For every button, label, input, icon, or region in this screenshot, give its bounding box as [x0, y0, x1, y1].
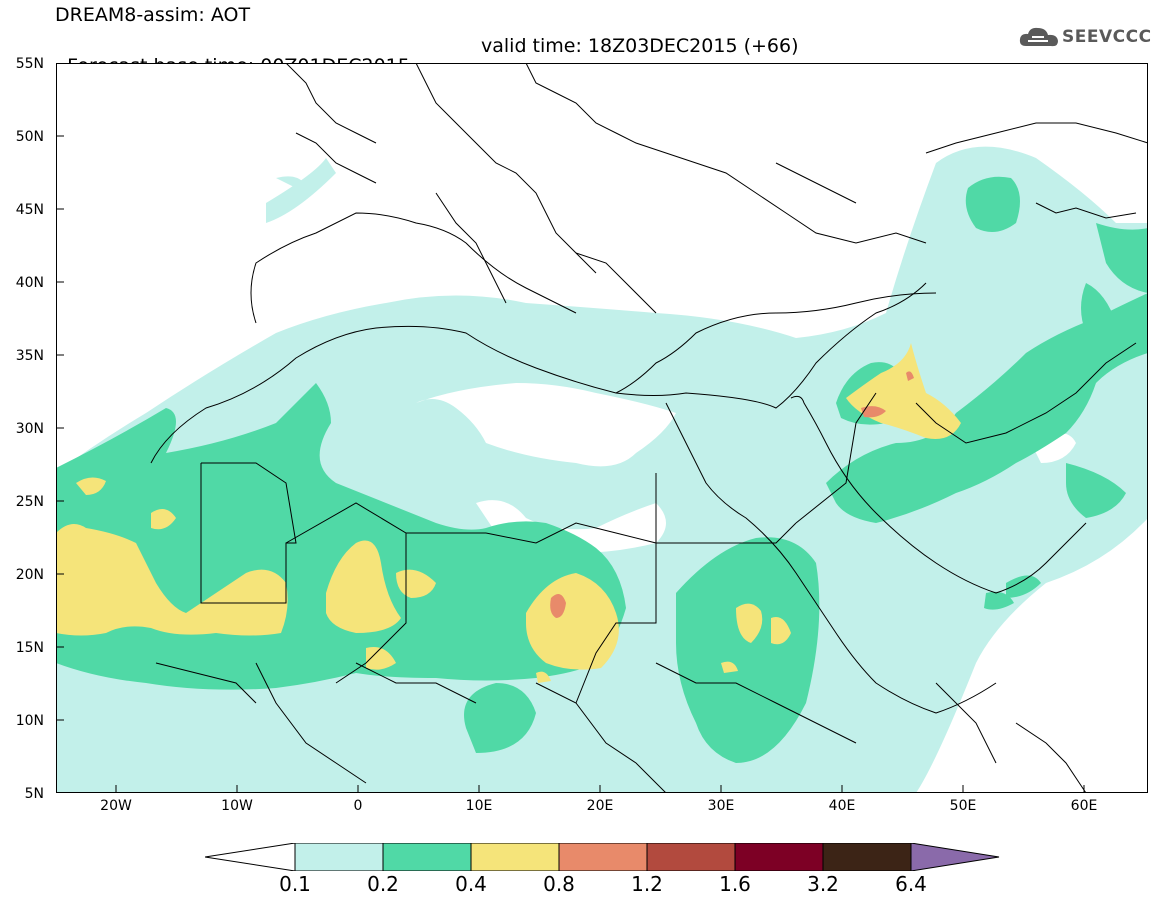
aot-map — [56, 63, 1148, 793]
cloud-icon — [1019, 27, 1058, 47]
lon-label: 40E — [828, 798, 856, 814]
lat-label: 20N — [15, 567, 44, 583]
colorbar-label: 0.1 — [279, 872, 311, 896]
aot-level-0.8 — [550, 371, 914, 618]
colorbar-bin — [646, 843, 736, 871]
colorbar-bin — [382, 843, 472, 871]
lat-label: 15N — [15, 640, 44, 656]
lat-label: 5N — [24, 786, 44, 802]
lon-label: 20E — [586, 798, 614, 814]
lat-label: 30N — [15, 421, 44, 437]
colorbar-high-arrow — [910, 843, 1000, 871]
logo-text: SEEVCCC — [1062, 27, 1152, 47]
valid-time: valid time: 18Z03DEC2015 (+66) — [481, 35, 799, 57]
lon-label: 50E — [949, 798, 977, 814]
lon-label: 0 — [353, 798, 363, 814]
lon-label: 20W — [100, 798, 132, 814]
lat-label: 45N — [15, 202, 44, 218]
colorbar-bin — [294, 843, 384, 871]
colorbar-bin — [470, 843, 560, 871]
colorbar-bin — [734, 843, 824, 871]
lat-label: 55N — [15, 56, 44, 72]
seevccc-logo: SEEVCCC — [1018, 24, 1152, 50]
lat-label: 25N — [15, 494, 44, 510]
map-title: DREAM8-assim: AOT — [55, 4, 251, 26]
lon-label: 30E — [707, 798, 735, 814]
colorbar-bin — [558, 843, 648, 871]
colorbar-label: 3.2 — [807, 872, 839, 896]
colorbar-label: 0.8 — [543, 872, 575, 896]
graticule-ticks — [56, 135, 1085, 793]
lat-label: 10N — [15, 713, 44, 729]
colorbar-label: 0.4 — [455, 872, 487, 896]
lat-label: 40N — [15, 275, 44, 291]
colorbar-label: 6.4 — [895, 872, 927, 896]
colorbar-bin — [822, 843, 912, 871]
colorbar-label: 0.2 — [367, 872, 399, 896]
country-borders — [150, 63, 1148, 793]
lon-label: 10E — [465, 798, 493, 814]
colorbar — [205, 843, 1000, 871]
lat-label: 50N — [15, 129, 44, 145]
lon-label: 10W — [221, 798, 253, 814]
lon-label: 60E — [1070, 798, 1098, 814]
colorbar-label: 1.2 — [631, 872, 663, 896]
lat-label: 35N — [15, 348, 44, 364]
colorbar-low-arrow — [205, 843, 296, 871]
colorbar-label: 1.6 — [719, 872, 751, 896]
